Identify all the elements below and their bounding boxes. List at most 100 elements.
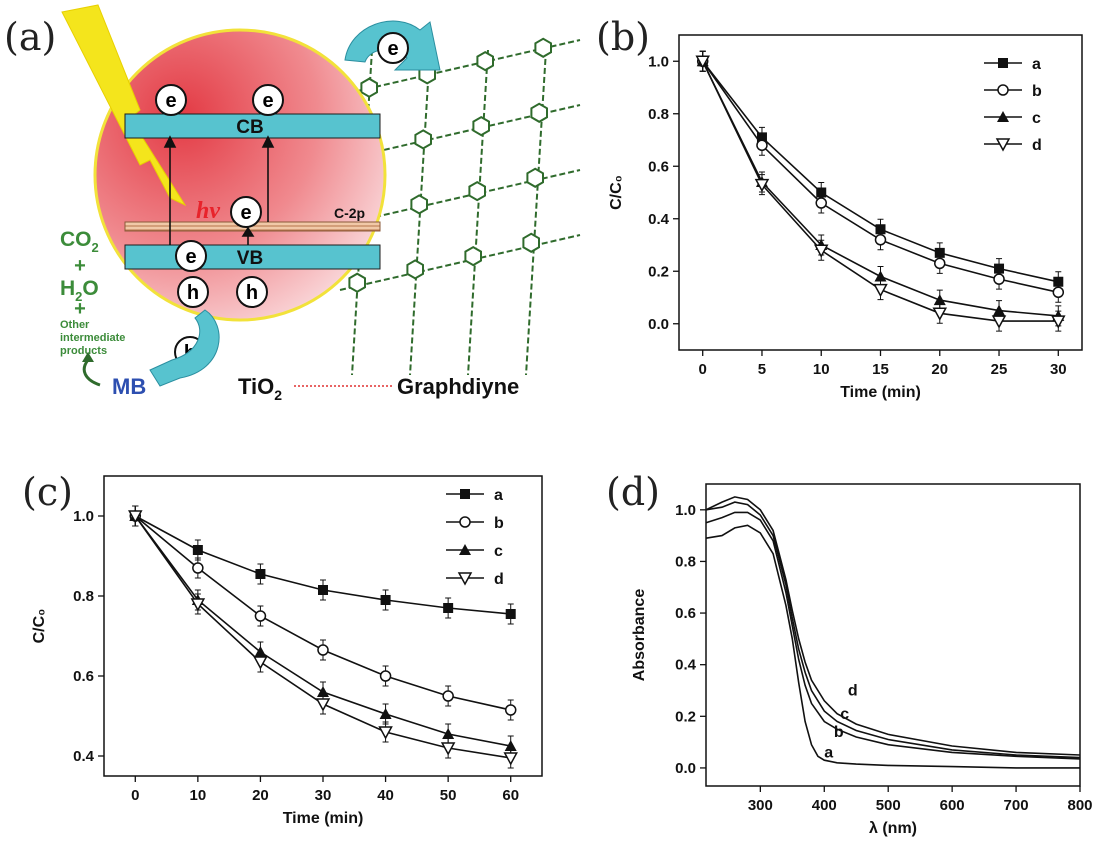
hole-icon: h [177, 276, 209, 308]
curve-label: c [840, 706, 849, 723]
y-tick-label: 1.0 [73, 508, 94, 525]
lattice-bond [339, 39, 581, 96]
y-tick-label: 0.4 [73, 748, 95, 765]
series-line-d [705, 496, 1081, 756]
data-point [315, 698, 331, 712]
data-point [504, 704, 517, 716]
vb-band [124, 244, 381, 270]
svg-text:e: e [387, 38, 398, 60]
y-axis-label: C/C₀ [608, 175, 625, 210]
light-bolt-icon [61, 4, 187, 207]
legend-label: c [494, 543, 503, 560]
x-tick-label: 20 [252, 787, 269, 804]
lattice-ring [360, 77, 378, 98]
x-tick-label: 20 [931, 361, 948, 378]
svg-text:e: e [165, 90, 176, 112]
data-point [993, 273, 1005, 285]
chart-c: 0 10 20 30 40 50 60 0.4 0.6 0.8 1.0 Time (min) C/C₀ a… [31, 475, 543, 827]
x-axis-label: λ (nm) [869, 820, 917, 837]
x-tick-label: 10 [813, 361, 830, 378]
data-point [932, 307, 948, 321]
data-point [995, 138, 1011, 152]
lattice-ring [410, 194, 428, 215]
data-point [379, 670, 392, 682]
data-point [1051, 315, 1066, 329]
series-line-c [705, 501, 1081, 759]
graphdiyne-label: Graphdiyne [397, 374, 519, 399]
electron-icon: e [155, 84, 187, 116]
series-line-b [702, 60, 1059, 294]
data-point [997, 111, 1009, 122]
y-tick-label: 0.2 [675, 708, 696, 725]
x-tick-label: 400 [812, 797, 837, 814]
y-tick-label: 0.0 [648, 316, 669, 333]
panel-label-a: (a) [4, 15, 56, 59]
plus-2: + [74, 298, 86, 320]
data-point [754, 178, 770, 193]
data-point [253, 656, 268, 670]
other-label-2: intermediate [60, 332, 125, 344]
svg-text:e: e [185, 246, 196, 268]
legend-label: d [494, 571, 504, 588]
panel-label-d: (d) [606, 470, 660, 514]
mb-label: MB [112, 374, 146, 399]
y-tick-label: 0.4 [648, 211, 670, 228]
data-point [874, 234, 887, 246]
lattice-bond [339, 234, 581, 291]
data-point [255, 569, 266, 579]
plus-1: + [74, 255, 86, 277]
x-tick-label: 50 [440, 787, 457, 804]
y-axis-label: Absorbance [631, 589, 648, 682]
x-tick-label: 60 [502, 787, 519, 804]
data-point [873, 283, 888, 298]
electron-icon: e [377, 32, 409, 64]
plot-frame [103, 475, 543, 777]
x-tick-label: 0 [699, 361, 707, 378]
data-point [460, 489, 470, 499]
hole-icon: h [236, 276, 268, 308]
x-tick-label: 300 [748, 797, 773, 814]
data-point [997, 84, 1009, 96]
product-arrow-icon [82, 359, 101, 387]
data-point [440, 742, 456, 756]
x-axis-label: Time (min) [283, 810, 364, 827]
data-point [998, 58, 1008, 68]
lattice-ring [526, 167, 544, 188]
lattice-ring [522, 232, 540, 253]
svg-text:h: h [246, 282, 258, 304]
data-point [457, 572, 473, 586]
data-point [813, 244, 829, 258]
x-tick-label: 700 [1004, 797, 1029, 814]
x-tick-label: 10 [190, 787, 207, 804]
legend-label: a [494, 487, 503, 504]
legend-label: d [1032, 137, 1042, 154]
data-point [443, 603, 454, 613]
lattice-bond [467, 49, 489, 376]
y-tick-label: 0.4 [675, 657, 697, 674]
x-tick-label: 5 [758, 361, 766, 378]
cb-label: CB [236, 117, 263, 138]
other-label-1: Other [60, 319, 90, 331]
x-tick-label: 15 [872, 361, 889, 378]
panel-a-schematic: CB C-2p VB hv e e e e h h h e [60, 4, 581, 403]
svg-text:h: h [187, 282, 199, 304]
data-point [933, 294, 946, 306]
data-point [192, 545, 203, 555]
tio2-particle [93, 28, 387, 322]
other-label-3: products [60, 345, 107, 357]
data-point [1052, 286, 1065, 298]
c2p-label: C-2p [334, 205, 365, 221]
data-point [317, 644, 329, 656]
y-tick-label: 0.8 [648, 106, 669, 123]
data-point [254, 610, 267, 622]
curve-label: d [848, 683, 858, 700]
lattice-ring [464, 245, 482, 267]
data-point [756, 139, 768, 151]
lattice-bond [525, 49, 547, 376]
plot-frame [678, 34, 1083, 351]
lattice-ring [468, 180, 486, 202]
y-axis-label: C/C₀ [31, 609, 48, 644]
excitation-arrows [163, 135, 275, 245]
x-tick-label: 0 [131, 787, 139, 804]
